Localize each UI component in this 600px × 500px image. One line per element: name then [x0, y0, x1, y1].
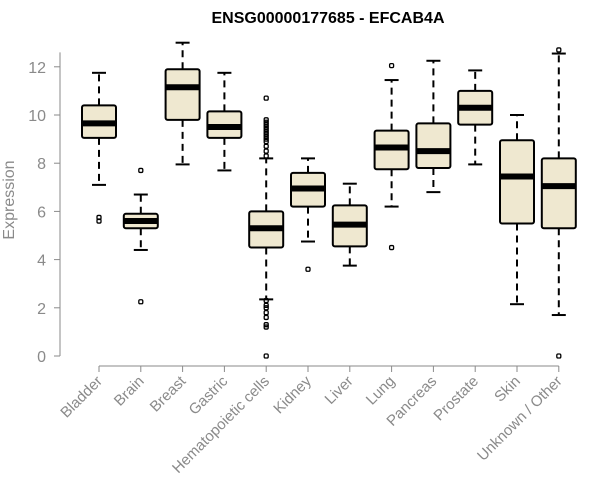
y-tick-label: 10 [28, 108, 46, 125]
outlier-point [263, 134, 269, 140]
x-tick-label: Lung [363, 373, 399, 409]
box-breast [164, 41, 201, 166]
outlier-point [263, 322, 269, 328]
outlier-point [263, 143, 269, 149]
outlier-point [263, 131, 269, 137]
box-brain [122, 167, 159, 305]
iqr-box [415, 122, 452, 170]
outlier-point [263, 129, 269, 135]
outlier-point [263, 297, 269, 304]
outlier-point [388, 62, 395, 69]
y-tick-label: 0 [37, 349, 46, 366]
y-tick-label: 8 [37, 156, 46, 173]
outlier-point [263, 95, 269, 101]
box-liver [331, 182, 368, 267]
outlier-point [263, 153, 269, 159]
outlier-point [263, 136, 269, 142]
box-gastric [206, 71, 243, 172]
outlier-point [556, 353, 562, 359]
box-kidney [290, 157, 326, 272]
x-tick-label: Bladder [57, 373, 106, 422]
y-tick-label: 2 [37, 301, 46, 318]
x-tick-label: Breast [147, 372, 190, 415]
outlier-point [556, 47, 562, 53]
outlier-point [138, 167, 144, 174]
outlier-point [263, 305, 269, 311]
box-series [81, 41, 577, 359]
outlier-point [263, 117, 269, 123]
box-hematopoietic-cells [248, 95, 285, 359]
outlier-point [263, 119, 269, 125]
outlier-point [263, 314, 269, 321]
y-axis-ticks: 0 2 4 6 8 10 12 [28, 60, 60, 366]
outlier-point [263, 353, 269, 359]
y-tick-label: 4 [37, 253, 46, 270]
outlier-point [388, 244, 395, 251]
outlier-point [263, 121, 269, 128]
outlier-point [263, 124, 269, 130]
x-tick-label: Brain [111, 373, 148, 410]
x-tick-label: Prostate [430, 373, 482, 425]
box-bladder [81, 71, 117, 224]
outlier-point [263, 138, 269, 145]
x-tick-label: Kidney [270, 372, 315, 417]
iqr-box [540, 157, 577, 230]
iqr-box [164, 68, 201, 121]
outlier-point [263, 324, 269, 330]
box-unknown-other [540, 47, 577, 359]
y-tick-label: 6 [37, 204, 46, 221]
iqr-box [499, 139, 535, 225]
outlier-point [138, 299, 144, 305]
y-axis-label: Expression [1, 160, 18, 239]
outlier-point [263, 148, 269, 154]
outlier-point [263, 309, 269, 316]
box-pancreas [415, 59, 452, 194]
y-tick-label: 12 [28, 60, 46, 77]
x-tick-label: Skin [491, 373, 524, 406]
outlier-point [263, 302, 269, 309]
x-tick-label: Liver [322, 373, 357, 408]
box-lung [373, 62, 410, 251]
chart-title: ENSG00000177685 - EFCAB4A [211, 10, 444, 27]
box-skin [499, 114, 535, 306]
outlier-point [305, 266, 311, 272]
box-prostate [457, 69, 494, 166]
outlier-point [263, 126, 269, 133]
outlier-point [96, 214, 102, 221]
